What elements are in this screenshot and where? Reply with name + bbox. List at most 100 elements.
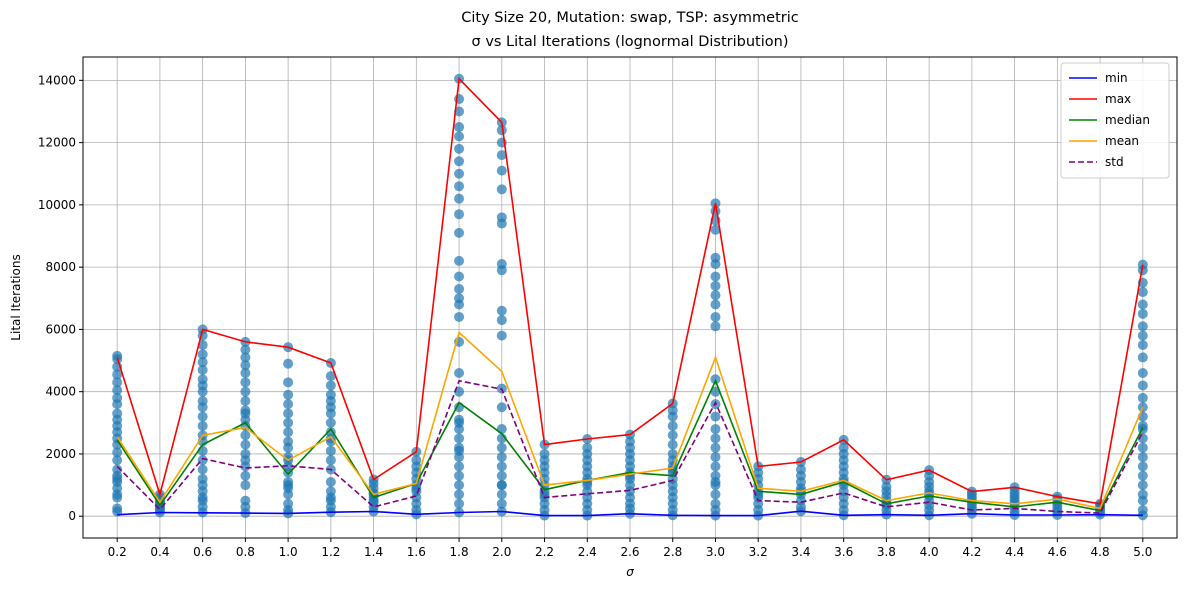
scatter-point: [454, 461, 465, 472]
x-tick-label: 3.2: [749, 545, 768, 559]
x-tick-label: 2.4: [578, 545, 597, 559]
scatter-point: [454, 255, 465, 266]
scatter-point: [197, 396, 208, 407]
scatter-point: [496, 452, 507, 463]
scatter-point: [1137, 392, 1148, 403]
scatter-point: [496, 150, 507, 161]
legend: min max median mean std: [1060, 62, 1170, 179]
x-tick-label: 0.8: [236, 545, 255, 559]
scatter-point: [454, 209, 465, 220]
scatter-point: [283, 436, 294, 447]
scatter-point: [197, 473, 208, 484]
scatter-point: [710, 498, 721, 509]
scatter-point: [496, 315, 507, 326]
scatter-point: [496, 305, 507, 316]
x-tick-label: 4.2: [962, 545, 981, 559]
scatter-point: [496, 212, 507, 223]
scatter-point: [112, 369, 123, 380]
scatter-point: [710, 252, 721, 263]
series-lines: [116, 77, 1144, 517]
scatter-point: [240, 386, 251, 397]
y-tick-label: 0: [68, 509, 76, 523]
scatter-point: [197, 420, 208, 431]
series-line-max: [116, 77, 1144, 505]
x-tick-label: 3.6: [834, 545, 853, 559]
scatter-point: [283, 417, 294, 428]
scatter-point: [838, 442, 849, 453]
scatter-point: [112, 455, 123, 466]
scatter-point: [454, 106, 465, 117]
scatter-point: [496, 165, 507, 176]
scatter-point: [496, 498, 507, 509]
scatter-point: [283, 358, 294, 369]
x-tick-label: 2.2: [535, 545, 554, 559]
scatter-point: [881, 481, 892, 492]
scatter-point: [325, 476, 336, 487]
scatter-point: [325, 380, 336, 391]
x-tick-label: 2.0: [492, 545, 511, 559]
scatter-point: [1137, 480, 1148, 491]
scatter-point: [496, 184, 507, 195]
scatter-point: [710, 433, 721, 444]
x-tick-label: 1.8: [450, 545, 469, 559]
scatter-point: [325, 492, 336, 503]
x-ticks: 0.2 0.4 0.6 0.8 1.0 1.2 1.4 1.6 1.8 2.0 2.2 2.4 2.6 2…: [108, 538, 1152, 559]
scatter-point: [454, 433, 465, 444]
scatter-point: [454, 445, 465, 456]
scatter-point: [240, 470, 251, 481]
scatter-point: [240, 344, 251, 355]
scatter-point: [539, 448, 550, 459]
scatter-point: [454, 94, 465, 105]
scatter-point: [112, 503, 123, 514]
scatter-point: [667, 420, 678, 431]
scatter-point: [710, 424, 721, 435]
scatter-point: [667, 405, 678, 416]
scatter-point: [197, 464, 208, 475]
y-tick-label: 14000: [38, 73, 76, 87]
scatter-point: [283, 377, 294, 388]
scatter-point: [1137, 299, 1148, 310]
scatter-point: [1137, 352, 1148, 363]
scatter-point: [454, 311, 465, 322]
scatter-point: [454, 131, 465, 142]
y-axis-label: Lital Iterations: [9, 254, 23, 340]
scatter-point: [582, 442, 593, 453]
scatter-point: [710, 290, 721, 301]
scatter-point: [240, 430, 251, 441]
scatter-point: [112, 408, 123, 419]
scatter-point: [325, 389, 336, 400]
scatter-point: [710, 476, 721, 487]
scatter-point: [710, 411, 721, 422]
scatter-point: [454, 122, 465, 133]
scatter-point: [454, 156, 465, 167]
scatter-point: [710, 452, 721, 463]
scatter-point: [454, 143, 465, 154]
x-tick-label: 4.4: [1005, 545, 1024, 559]
scatter-layer: [112, 73, 1148, 521]
scatter-point: [240, 367, 251, 378]
scatter-point: [1137, 489, 1148, 500]
scatter-point: [112, 473, 123, 484]
scatter-point: [112, 464, 123, 475]
scatter-point: [1137, 367, 1148, 378]
scatter-point: [667, 430, 678, 441]
scatter-point: [197, 411, 208, 422]
scatter-point: [1137, 321, 1148, 332]
scatter-point: [1137, 442, 1148, 453]
scatter-point: [496, 424, 507, 435]
y-tick-label: 6000: [45, 322, 76, 336]
x-tick-label: 3.4: [791, 545, 810, 559]
scatter-point: [454, 417, 465, 428]
scatter-point: [283, 389, 294, 400]
x-tick-label: 0.6: [193, 545, 212, 559]
scatter-point: [197, 492, 208, 503]
x-tick-label: 3.0: [706, 545, 725, 559]
scatter-point: [1137, 470, 1148, 481]
scatter-point: [710, 224, 721, 235]
scatter-point: [454, 271, 465, 282]
scatter-point: [710, 442, 721, 453]
x-axis-label: σ: [626, 565, 634, 579]
scatter-point: [454, 193, 465, 204]
y-ticks: 0 2000 4000 6000 8000 10000 12000 14000: [38, 73, 83, 523]
y-tick-label: 8000: [45, 260, 76, 274]
